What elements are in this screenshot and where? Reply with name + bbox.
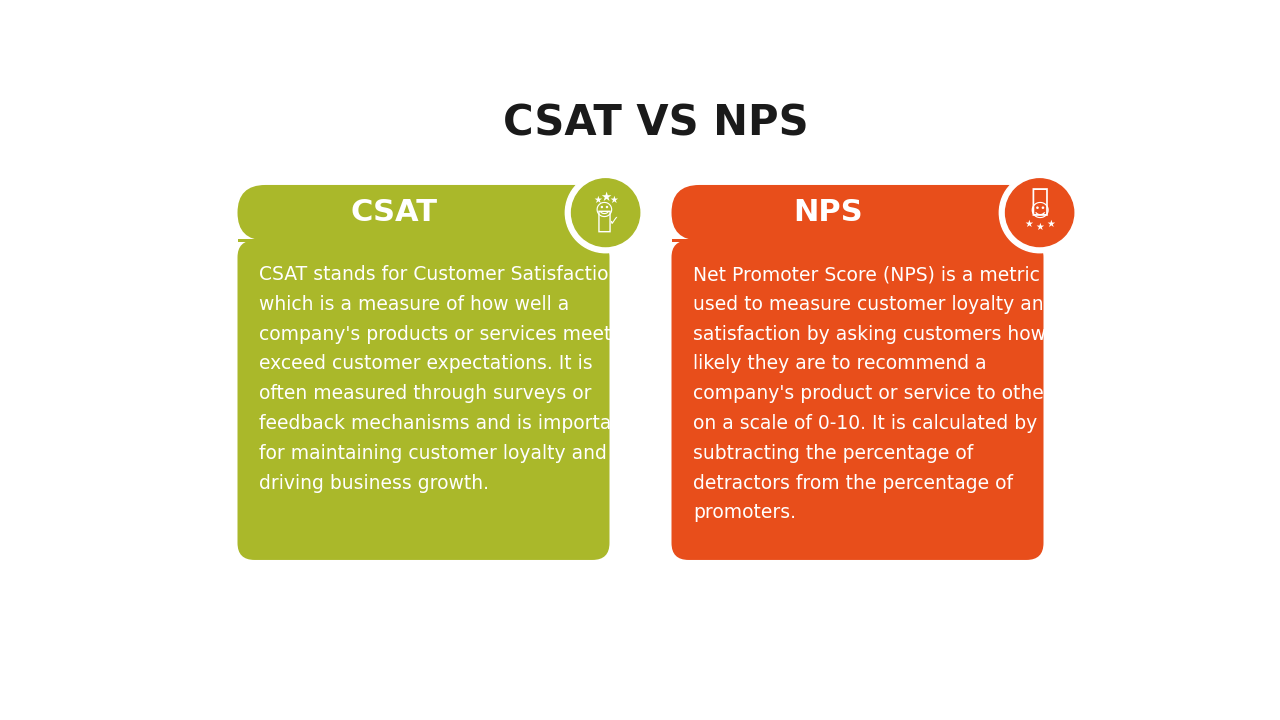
- Text: Net Promoter Score (NPS) is a metric
used to measure customer loyalty and
satisf: Net Promoter Score (NPS) is a metric use…: [694, 265, 1061, 523]
- Text: ⌣: ⌣: [596, 208, 612, 233]
- Text: NPS: NPS: [792, 198, 863, 228]
- Text: CSAT VS NPS: CSAT VS NPS: [503, 102, 809, 144]
- Text: ✓: ✓: [608, 215, 618, 228]
- Text: ☺: ☺: [1029, 202, 1050, 220]
- FancyBboxPatch shape: [238, 240, 609, 560]
- Text: CSAT: CSAT: [351, 198, 438, 228]
- FancyBboxPatch shape: [672, 240, 1043, 560]
- Circle shape: [1000, 173, 1080, 253]
- Text: ★: ★: [594, 195, 603, 205]
- Text: ★: ★: [600, 191, 612, 204]
- Bar: [238, 239, 609, 242]
- Text: ☺: ☺: [595, 202, 613, 220]
- Text: CSAT stands for Customer Satisfaction,
which is a measure of how well a
company': CSAT stands for Customer Satisfaction, w…: [259, 265, 637, 492]
- Text: ★: ★: [1036, 222, 1044, 232]
- FancyBboxPatch shape: [238, 185, 609, 240]
- Circle shape: [572, 179, 640, 246]
- Text: ⌢: ⌢: [1030, 187, 1048, 217]
- Bar: [672, 239, 1043, 242]
- FancyBboxPatch shape: [672, 185, 1043, 240]
- Text: ★: ★: [609, 195, 618, 205]
- Circle shape: [566, 173, 646, 253]
- Circle shape: [1006, 179, 1074, 246]
- Text: ★: ★: [1046, 218, 1055, 228]
- Text: ★: ★: [1024, 218, 1033, 228]
